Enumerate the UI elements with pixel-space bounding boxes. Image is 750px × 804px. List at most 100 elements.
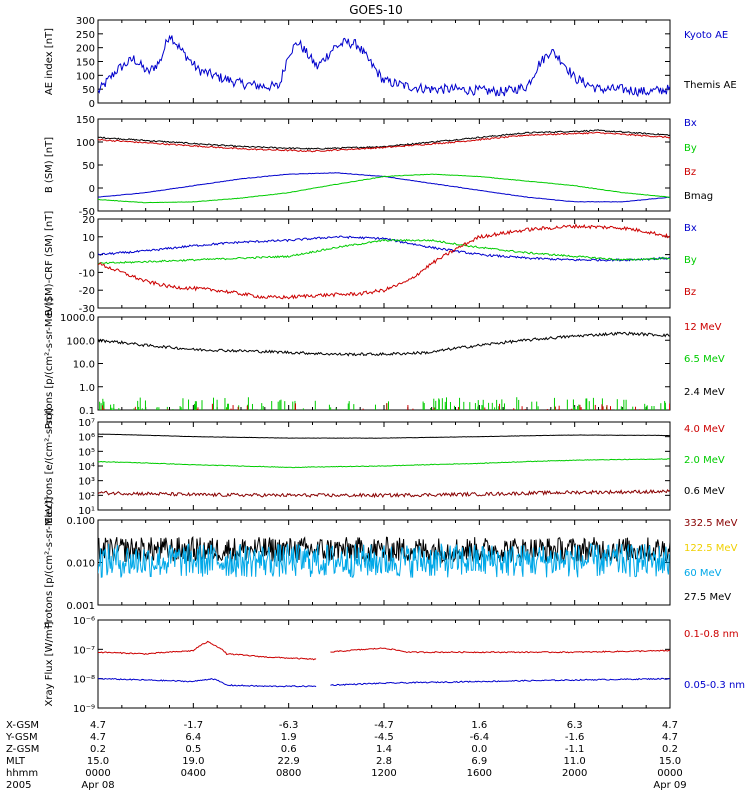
series-By [98, 238, 670, 265]
axis-frame [97, 218, 671, 309]
orbit-value: 0800 [276, 768, 301, 779]
series-0.05-0.3-nm [98, 677, 670, 688]
legend-entry: 0.6 MeV [684, 486, 725, 497]
series-Bx [98, 235, 670, 262]
y-tick-label: 10 [82, 233, 95, 244]
y-tick-label: 10⁻⁸ [73, 675, 95, 686]
axis-frame [97, 19, 671, 104]
y-tick-label: 10⁵ [78, 447, 95, 458]
orbit-value: 0000 [657, 768, 682, 779]
y-tick-label: 300 [76, 16, 95, 27]
y-tick-label: 200 [76, 44, 95, 55]
plot-area [98, 536, 670, 578]
orbit-value: 6.4 [185, 732, 201, 743]
y-tick-label: 0.100 [66, 516, 95, 527]
y-axis-label: Xray Flux [W/m²] [44, 621, 55, 706]
plot-area [98, 129, 670, 204]
orbit-value: -1.1 [565, 744, 585, 755]
series-Bz [98, 223, 670, 300]
series-4.0-MeV [98, 488, 670, 499]
legend-entry: 332.5 MeV [684, 518, 738, 529]
y-tick-label: 10⁴ [78, 462, 95, 473]
orbit-row-label: MLT [6, 756, 26, 767]
plot-area [98, 640, 670, 688]
series-60-MeV [98, 543, 670, 578]
orbit-value: -4.5 [374, 732, 394, 743]
y-tick-label: 20 [82, 215, 95, 226]
orbit-value: 15.0 [87, 756, 109, 767]
y-axis-label: B (SM) [nT] [44, 137, 55, 193]
orbit-value: 15.0 [659, 756, 681, 767]
panel-7: 10⁻⁹ 10⁻⁸ 10⁻⁷ 10⁻⁶ Xray Flux [W/m²] 0.1-0.8 … [44, 616, 745, 715]
orbit-value: -4.7 [374, 720, 394, 731]
orbit-row-label: X-GSM [6, 720, 39, 731]
axis-frame [97, 316, 671, 411]
orbit-value: 4.7 [662, 720, 678, 731]
orbit-value: -6.3 [279, 720, 299, 731]
plot-area [98, 433, 670, 499]
legend-entry: Kyoto AE [684, 30, 728, 41]
orbit-value: 4.7 [662, 732, 678, 743]
orbit-value: 6.9 [471, 756, 487, 767]
orbit-value: 0400 [181, 768, 206, 779]
y-axis-label: Protons [p/(cm²-s-sr-MeV)] [44, 298, 55, 430]
orbit-value: Apr 08 [81, 780, 114, 791]
y-tick-label: 10⁻⁷ [73, 645, 95, 656]
orbit-value: 1.4 [376, 744, 392, 755]
panel-3: -30 -20 -10 0 10 20 B (SM)-CRF (SM) [nT] Bx By Bz [44, 211, 697, 317]
legend-entry: Bx [684, 223, 697, 234]
y-tick-label: 10³ [78, 477, 95, 488]
orbit-value: 2.8 [376, 756, 392, 767]
orbit-value: -6.4 [470, 732, 490, 743]
axis-frame [97, 619, 671, 709]
y-tick-label: 0 [89, 184, 95, 195]
y-tick-label: 0.010 [66, 559, 95, 570]
y-tick-label: 0 [89, 99, 95, 110]
y-tick-label: 10⁶ [78, 433, 95, 444]
y-tick-label: 1.0 [79, 383, 95, 394]
panel-2: -50 0 50 100 150 B (SM) [nT] Bx By Bz Bmag [44, 115, 713, 218]
legend-entry: Bz [684, 167, 696, 178]
panel-4: 0.1 1.0 10.0 100.0 1000.0 Protons [p/(cm²-s-s… [44, 298, 725, 430]
orbit-value: 0000 [85, 768, 110, 779]
orbit-value: 0.5 [185, 744, 201, 755]
orbit-value: 4.7 [90, 720, 106, 731]
orbit-value: -1.7 [184, 720, 204, 731]
y-axis-label: Electrons [e/(cm²-s-sr)] [44, 408, 55, 524]
legend-entry: 0.1-0.8 nm [684, 629, 739, 640]
y-tick-label: 0.001 [66, 601, 95, 612]
series-0.1-0.8-nm [98, 640, 670, 661]
orbit-value: 11.0 [564, 756, 586, 767]
y-tick-label: 100.0 [66, 336, 95, 347]
y-tick-label: -10 [79, 268, 95, 279]
series-2.4-MeV [98, 331, 670, 357]
y-tick-label: 10⁻⁹ [73, 704, 95, 715]
legend-entry: 0.05-0.3 nm [684, 680, 745, 691]
orbit-value: 22.9 [278, 756, 300, 767]
y-tick-label: 10⁷ [78, 418, 95, 429]
legend-entry: By [684, 143, 697, 154]
orbit-value: 1200 [371, 768, 396, 779]
y-tick-label: 100 [76, 138, 95, 149]
y-tick-label: 10.0 [73, 360, 95, 371]
legend-entry: 2.4 MeV [684, 387, 725, 398]
y-tick-label: 1000.0 [60, 313, 95, 324]
legend-entry: 27.5 MeV [684, 592, 731, 603]
chart-title: GOES-10 [349, 3, 403, 17]
y-tick-label: 10² [78, 491, 95, 502]
y-tick-label: 0 [89, 251, 95, 262]
legend-entry: Bx [684, 118, 697, 129]
orbit-value: 1.6 [471, 720, 487, 731]
orbit-table: X-GSM 4.7 -1.7 -6.3 -4.7 1.6 6.3 4.7 Y-GSM 4.7 6.4… [5, 720, 687, 791]
legend-entry: 4.0 MeV [684, 424, 725, 435]
series-0.6-MeV [98, 433, 670, 439]
y-tick-label: 10¹ [78, 506, 95, 517]
y-tick-label: 100 [76, 71, 95, 82]
orbit-value: 4.7 [90, 732, 106, 743]
panel-1: 0 50 100 150 200 250 300 AE index [nT] Kyoto AE T… [44, 16, 737, 110]
orbit-value: 0.2 [90, 744, 106, 755]
y-axis-label: AE index [nT] [44, 28, 55, 95]
orbit-row-label: hhmm [6, 768, 38, 779]
y-tick-label: 50 [82, 85, 95, 96]
